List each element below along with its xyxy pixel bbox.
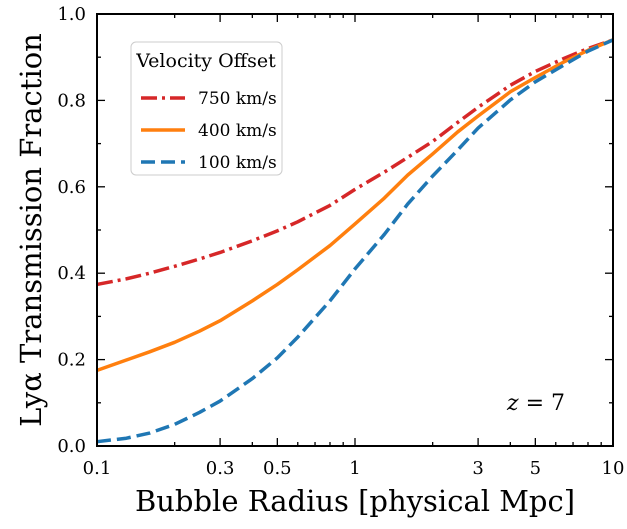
x-tick-label: 1 xyxy=(349,458,360,479)
y-tick-label: 0.8 xyxy=(57,90,86,111)
legend-title: Velocity Offset xyxy=(135,50,276,72)
series-line-0 xyxy=(96,38,614,287)
legend-items: 750 km/s 400 km/s 100 km/s xyxy=(141,89,277,173)
y-tick-label: 0.2 xyxy=(57,350,86,371)
x-tick-label: 10 xyxy=(602,458,625,479)
series-line-2 xyxy=(96,38,614,444)
plot-frame xyxy=(96,13,614,447)
x-tick-label: 0.3 xyxy=(206,458,235,479)
series-line-1 xyxy=(96,38,614,373)
x-tick-label: 3 xyxy=(472,458,483,479)
y-tick-label: 0.4 xyxy=(57,263,86,284)
redshift-value: = 7 xyxy=(519,391,565,416)
y-axis-label: Lyα Transmission Fraction xyxy=(14,33,48,427)
legend-box xyxy=(130,41,283,176)
legend-label: 100 km/s xyxy=(198,153,277,173)
x-tick-label: 0.5 xyxy=(263,458,292,479)
x-tick-label: 5 xyxy=(530,458,541,479)
legend-label: 400 km/s xyxy=(198,121,277,141)
legend: Velocity Offset 750 km/s 400 km/s 100 km/s xyxy=(130,41,283,176)
y-tick-label: 1.0 xyxy=(57,4,86,25)
redshift-symbol: z xyxy=(506,391,519,416)
y-tick-label: 0.6 xyxy=(57,177,86,198)
legend-label: 750 km/s xyxy=(198,89,277,109)
plot-curves xyxy=(96,38,614,444)
tick-labels: 0.1 0.3 0.5 1 3 5 10 0.0 0.2 0.4 0.6 0.8 1.0 xyxy=(57,4,624,479)
y-tick-label: 0.0 xyxy=(57,436,86,457)
x-axis-label: Bubble Radius [physical Mpc] xyxy=(135,484,575,518)
redshift-annotation: z = 7 xyxy=(506,391,565,416)
x-tick-label: 0.1 xyxy=(83,458,112,479)
